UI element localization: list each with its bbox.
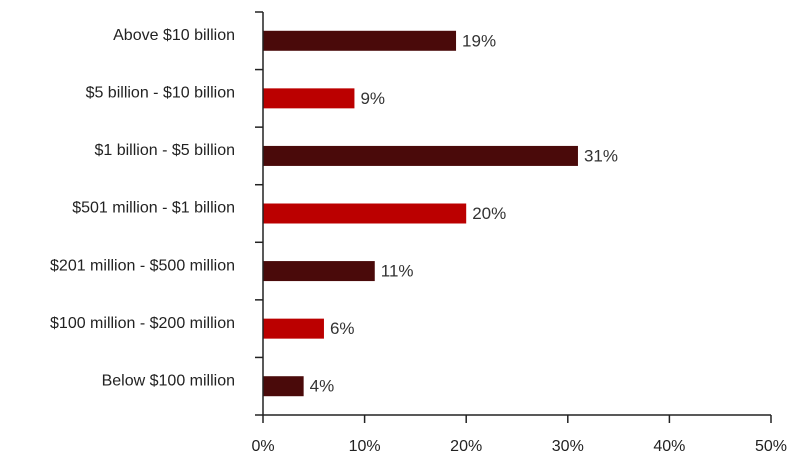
data-label: 4%: [310, 377, 335, 396]
bar-2: [263, 145, 578, 166]
data-label: 9%: [360, 89, 385, 108]
bar-5: [263, 318, 324, 339]
category-label: $201 million - $500 million: [50, 257, 235, 274]
category-label: $100 million - $200 million: [50, 315, 235, 332]
bar-3: [263, 203, 467, 224]
x-tick-label: 0%: [251, 438, 274, 455]
axes: [262, 12, 771, 416]
category-label: Below $100 million: [102, 372, 235, 389]
category-labels: Above $10 billion $5 billion - $10 billio…: [50, 27, 235, 389]
x-tick-label: 10%: [349, 438, 381, 455]
data-label: 20%: [472, 204, 506, 223]
data-label: 11%: [381, 262, 414, 281]
bar-1: [263, 88, 355, 109]
x-axis-ticks: 0% 10% 20% 30% 40% 50%: [251, 11, 787, 455]
bar-4: [263, 261, 375, 282]
x-tick-label: 20%: [450, 438, 482, 455]
category-label: $1 billion - $5 billion: [94, 142, 235, 159]
category-label: Above $10 billion: [113, 27, 235, 44]
category-label: $5 billion - $10 billion: [86, 85, 235, 102]
bar-6: [263, 376, 304, 397]
x-tick-label: 40%: [653, 438, 685, 455]
data-label: 6%: [330, 319, 355, 338]
bars-layer: [263, 30, 578, 397]
x-tick-label: 30%: [552, 438, 584, 455]
data-labels: 19% 9% 31% 20% 11% 6% 4%: [310, 31, 618, 395]
data-label: 31%: [584, 146, 618, 165]
x-tick-label: 50%: [755, 438, 787, 455]
bar-0: [263, 30, 457, 51]
data-label: 19%: [462, 31, 496, 50]
category-label: $501 million - $1 billion: [72, 200, 235, 217]
